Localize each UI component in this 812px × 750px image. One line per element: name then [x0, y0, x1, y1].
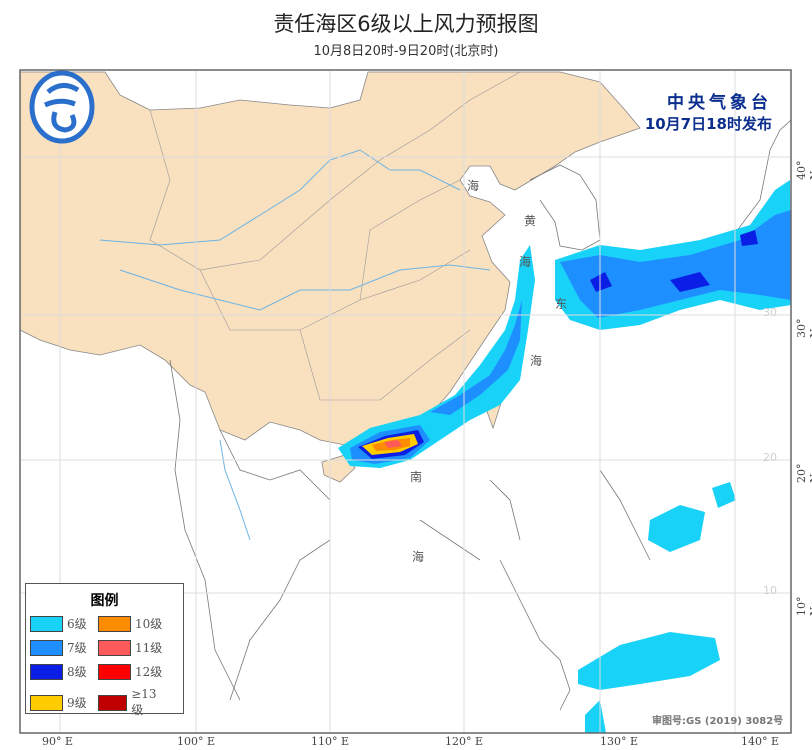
legend-item: 10级 — [98, 615, 164, 632]
legend-swatch — [98, 694, 128, 711]
lat-label-10: 10° N — [795, 596, 812, 617]
wind-area-6 — [585, 700, 606, 733]
sea-label-huang-1: 黄 — [524, 214, 537, 228]
lat-label-20: 20° N — [795, 463, 812, 484]
rivers — [99, 149, 491, 541]
sea-label-dong-1: 东 — [555, 297, 568, 311]
inner-lat-30: 30 — [763, 306, 777, 319]
map-subtitle: 10月8日20时-9日20时(北京时) — [313, 44, 499, 59]
sea-label-dong-2: 海 — [530, 354, 543, 368]
legend-swatch — [30, 615, 63, 632]
wind-areas — [338, 180, 791, 733]
legend-label: 9级 — [67, 696, 87, 710]
wind-area-7 — [560, 210, 791, 318]
legend-item: 12级 — [98, 663, 164, 680]
legend-swatch — [30, 694, 63, 711]
issuer-block: 中央气象台 10月7日18时发布 — [645, 88, 772, 134]
cma-logo-icon — [29, 70, 95, 144]
wind-area-11 — [384, 440, 402, 448]
wind-area-8 — [740, 230, 758, 246]
sea-label-huang-2: 海 — [519, 255, 532, 269]
wind-area-6 — [648, 505, 705, 552]
legend-label: 7级 — [67, 641, 87, 655]
legend: 图例 6级 10级 7级 11级 8级 12级 9级 ≥13级 — [25, 583, 184, 717]
legend-label: ≥13级 — [131, 687, 157, 717]
lon-label-110: 110° E — [311, 735, 350, 748]
legend-label: 11级 — [135, 641, 163, 655]
issuer-org: 中央气象台 — [667, 93, 772, 113]
legend-label: 12级 — [135, 665, 163, 679]
legend-label: 10级 — [135, 617, 163, 631]
legend-label: 8级 — [67, 665, 87, 679]
legend-swatch — [98, 663, 131, 680]
inner-lat-20: 20 — [763, 451, 777, 464]
legend-item: ≥13级 — [98, 687, 164, 718]
legend-swatch — [30, 639, 63, 656]
lon-label-120: 120° E — [445, 735, 484, 748]
inner-lat-10: 10 — [763, 584, 777, 597]
map-frame — [19, 69, 792, 734]
lat-label-30: 30° N — [795, 318, 812, 339]
legend-item: 6级 — [30, 615, 96, 632]
wind-area-8 — [590, 272, 612, 292]
sea-label-nan-1: 南 — [410, 470, 423, 484]
legend-label: 6级 — [67, 617, 87, 631]
legend-item: 9级 — [30, 687, 96, 718]
map-title: 责任海区6级以上风力预报图 — [273, 12, 539, 36]
lon-label-100: 100° E — [177, 735, 216, 748]
legend-title: 图例 — [90, 593, 119, 609]
legend-swatch — [30, 663, 63, 680]
lat-label-40: 40° N — [795, 160, 812, 181]
wind-area-8 — [670, 272, 710, 292]
legend-item: 8级 — [30, 663, 96, 680]
wind-area-7 — [430, 300, 522, 415]
sea-label-nan-2: 海 — [412, 550, 425, 564]
sea-label-bohai: 海 — [467, 179, 480, 193]
wind-area-6 — [712, 482, 736, 508]
legend-swatch — [98, 639, 131, 656]
graticule — [20, 70, 791, 733]
lon-label-90: 90° E — [42, 735, 74, 748]
wind-area-6 — [578, 632, 720, 690]
issue-time: 10月7日18时发布 — [644, 115, 772, 133]
lon-label-130: 130° E — [600, 735, 639, 748]
legend-item: 11级 — [98, 639, 164, 656]
lon-label-140: 140° E — [741, 735, 780, 748]
legend-item: 7级 — [30, 639, 96, 656]
legend-swatch — [98, 615, 131, 632]
map-approval-number: 审图号:GS (2019) 3082号 — [652, 716, 784, 727]
